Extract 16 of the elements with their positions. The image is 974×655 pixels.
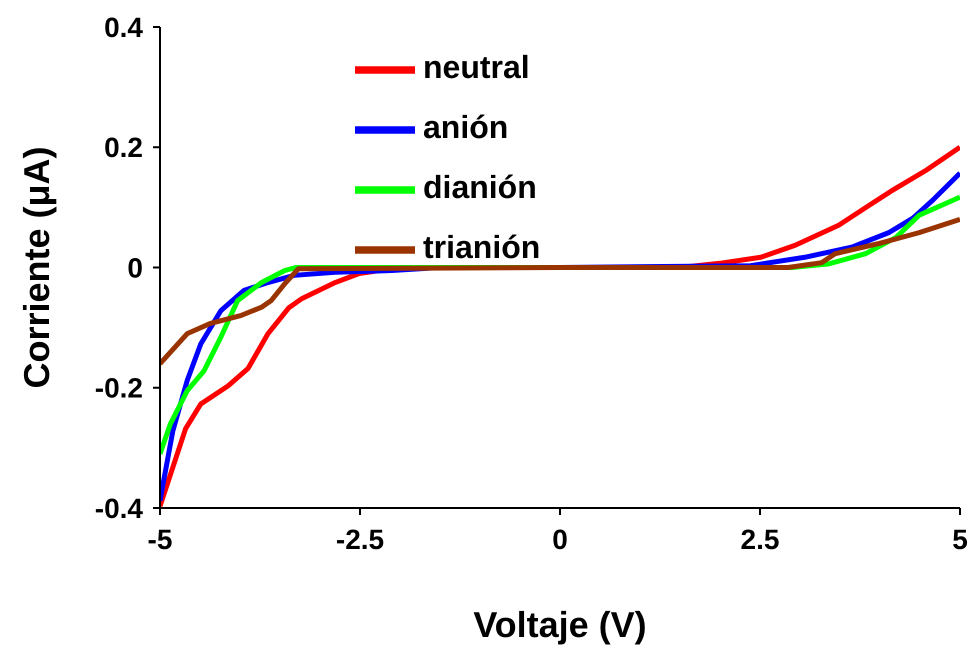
legend-label: dianión: [423, 169, 537, 206]
x-tick-label: 2.5: [740, 524, 780, 555]
y-axis-title: Corriente (μA): [16, 146, 57, 389]
y-tick-label: 0.4: [104, 12, 144, 43]
legend-label: anión: [423, 109, 508, 146]
x-axis-title: Voltaje (V): [473, 604, 647, 645]
x-tick-label: 5: [952, 524, 968, 555]
y-tick-label: -0.2: [94, 372, 143, 404]
x-tick-label: -2.5: [336, 524, 384, 555]
x-tick-label: 0: [552, 524, 568, 555]
legend-label: trianión: [423, 229, 540, 266]
x-tick-label: -5: [148, 524, 172, 555]
y-tick-label: 0.2: [104, 132, 143, 164]
y-tick-label: -0.4: [94, 492, 144, 524]
y-tick-label: 0: [127, 252, 143, 284]
legend-label: neutral: [423, 49, 530, 86]
